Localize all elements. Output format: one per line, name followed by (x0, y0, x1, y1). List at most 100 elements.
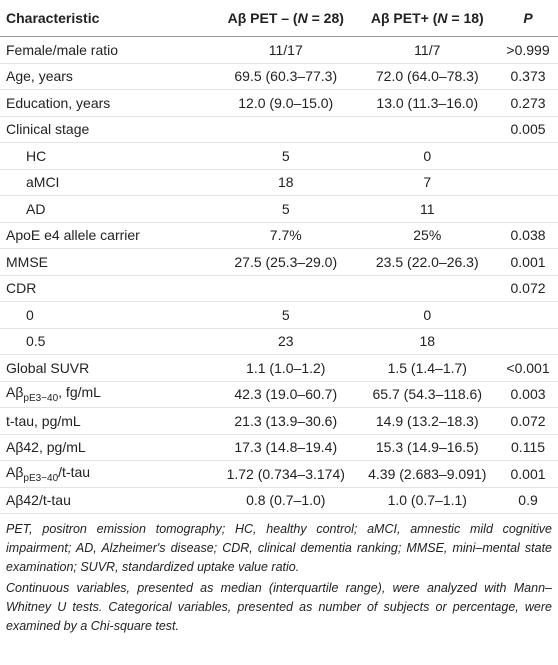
label-text: Female/male ratio (6, 41, 119, 58)
label-text: Aβ42/t-tau (6, 492, 71, 509)
table-row: aMCI 18 7 (0, 169, 558, 196)
cell-text: 14.9 (13.2–18.3) (375, 412, 479, 429)
cell: 14.9 (13.2–18.3) (356, 407, 499, 435)
cell (215, 116, 357, 143)
cell-text: <0.001 (506, 359, 550, 376)
label-text: Aβ42, pg/mL (6, 439, 86, 456)
cell: 7.7% (215, 222, 357, 249)
header-italic: P (523, 10, 533, 26)
cell: 0.8 (0.7–1.0) (215, 487, 357, 514)
label-text: 0 (26, 306, 34, 323)
row-label: Female/male ratio (0, 36, 215, 64)
table-row: Aβ42/t-tau 0.8 (0.7–1.0) 1.0 (0.7–1.1) 0.9 (0, 487, 558, 514)
cell-text: 13.0 (11.3–16.0) (376, 94, 479, 111)
cell: 72.0 (64.0–78.3) (356, 63, 499, 90)
table-row: AβpE3−40, fg/mL 42.3 (19.0–60.7) 65.7 (54.… (0, 381, 558, 408)
cell-text: 5 (281, 147, 290, 164)
cell-text: 0.115 (511, 439, 546, 456)
label-text: Clinical stage (6, 121, 90, 138)
cell-text: 1.72 (0.734–3.174) (226, 465, 345, 482)
cell: 69.5 (60.3–77.3) (215, 63, 357, 90)
cell: 12.0 (9.0–15.0) (215, 89, 357, 117)
cell: 65.7 (54.3–118.6) (356, 381, 499, 408)
cell: 1.5 (1.4–1.7) (356, 354, 499, 382)
cell (498, 142, 558, 170)
cell: 0.005 (498, 116, 558, 143)
row-label: AβpE3−40/t-tau (0, 460, 215, 488)
row-label: 0.5 (0, 328, 215, 355)
header-cell: Characteristic (0, 0, 215, 37)
cell: 18 (356, 328, 499, 355)
cell: 11/17 (215, 36, 357, 64)
header-cell: P (498, 0, 558, 37)
cell-text: 0.038 (510, 227, 546, 244)
cell-text: 69.5 (60.3–77.3) (234, 68, 338, 85)
cell-text: 7.7% (269, 227, 302, 244)
header-row: Characteristic Aβ PET – (N = 28) Aβ PET+ (… (0, 0, 558, 37)
cell: 1.72 (0.734–3.174) (215, 460, 357, 488)
table-body: Female/male ratio 11/17 11/7 >0.999 Age, yea… (0, 36, 558, 514)
cell-text: 5 (281, 306, 290, 323)
row-label: 0 (0, 301, 215, 329)
row-label: AβpE3−40, fg/mL (0, 381, 215, 408)
cell: 0.273 (498, 89, 558, 117)
cell: 42.3 (19.0–60.7) (215, 381, 357, 408)
footnotes: PET, positron emission tomography; HC, h… (0, 514, 558, 636)
header-text: Aβ PET – ( (227, 10, 298, 26)
cell: 11/7 (356, 36, 499, 64)
row-label: Aβ42, pg/mL (0, 434, 215, 461)
cell: 21.3 (13.9–30.6) (215, 407, 357, 435)
table-row: Global SUVR 1.1 (1.0–1.2) 1.5 (1.4–1.7) <0.… (0, 354, 558, 382)
cell-text: 1.1 (1.0–1.2) (246, 359, 326, 376)
cell: 0.373 (498, 63, 558, 90)
row-label: Clinical stage (0, 116, 215, 143)
row-label: aMCI (0, 169, 215, 196)
label-subscript: pE3−40 (23, 472, 59, 484)
label-text: Aβ (6, 463, 24, 480)
row-label: MMSE (0, 248, 215, 276)
footnote: PET, positron emission tomography; HC, h… (6, 522, 552, 574)
table-row: HC 5 0 (0, 142, 558, 170)
cell-text: 17.3 (14.8–19.4) (234, 439, 338, 456)
cell (356, 116, 499, 143)
cell: 0.038 (498, 222, 558, 249)
cell: 23.5 (22.0–26.3) (356, 248, 499, 276)
label-text: Global SUVR (6, 359, 90, 376)
cell-text: 65.7 (54.3–118.6) (372, 386, 483, 403)
cell-text: 0.8 (0.7–1.0) (246, 492, 326, 509)
label-text: Aβ (6, 384, 24, 401)
header-italic: N (297, 10, 308, 26)
cell: 17.3 (14.8–19.4) (215, 434, 357, 461)
cell-text: 5 (281, 200, 290, 217)
table-row: AD 5 11 (0, 195, 558, 223)
cell: 15.3 (14.9–16.5) (356, 434, 499, 461)
header-italic: N (437, 10, 448, 26)
header-cell: Aβ PET+ (N = 18) (356, 0, 499, 37)
cell (215, 275, 357, 302)
cell: 0 (356, 301, 499, 329)
cell-text: 0.001 (510, 253, 546, 270)
cell-text: 23 (277, 333, 294, 350)
row-label: Global SUVR (0, 354, 215, 382)
cell: 1.0 (0.7–1.1) (356, 487, 499, 514)
cell: 5 (215, 301, 357, 329)
table-row: t-tau, pg/mL 21.3 (13.9–30.6) 14.9 (13.2–1… (0, 407, 558, 435)
label-text: ApoE e4 allele carrier (6, 227, 140, 244)
table-row: Education, years 12.0 (9.0–15.0) 13.0 (11.… (0, 89, 558, 117)
cell: 0.9 (498, 487, 558, 514)
row-label: t-tau, pg/mL (0, 407, 215, 435)
cell: <0.001 (498, 354, 558, 382)
label-text: CDR (6, 280, 37, 297)
table-row: ApoE e4 allele carrier 7.7% 25% 0.038 (0, 222, 558, 249)
cell-text: 0.072 (510, 280, 546, 297)
cell: 25% (356, 222, 499, 249)
table-row: Female/male ratio 11/17 11/7 >0.999 (0, 36, 558, 64)
cell: 18 (215, 169, 357, 196)
cell-text: 0 (423, 147, 432, 164)
cell-text: 0.005 (510, 121, 546, 138)
label-text: , fg/mL (58, 384, 101, 401)
header-text: = 18) (447, 10, 484, 26)
footnote: Continuous variables, presented as media… (6, 581, 552, 633)
table-row: 0.5 23 18 (0, 328, 558, 355)
